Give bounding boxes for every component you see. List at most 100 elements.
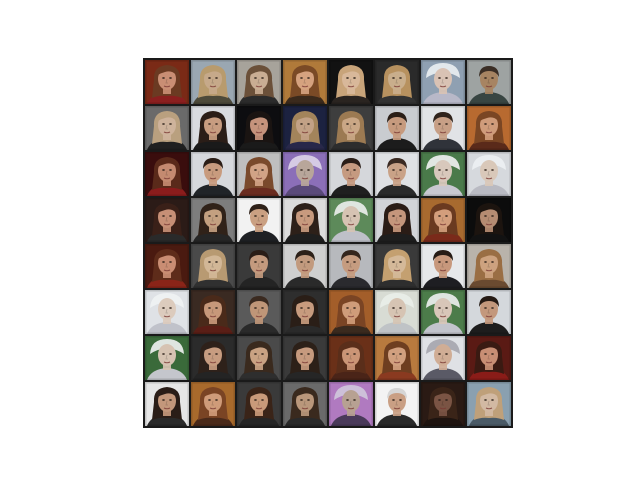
face-thumbnail: [329, 60, 373, 104]
face-sample-tile: [191, 244, 235, 288]
face-sample-tile: [283, 106, 327, 150]
face-thumbnail: [375, 244, 419, 288]
face-thumbnail: [375, 290, 419, 334]
face-sample-tile: [191, 152, 235, 196]
face-sample-tile: [329, 198, 373, 242]
face-thumbnail: [237, 198, 281, 242]
face-sample-tile: [191, 336, 235, 380]
face-thumbnail: [283, 336, 327, 380]
face-sample-tile: [421, 198, 465, 242]
face-sample-tile: [145, 60, 189, 104]
face-sample-tile: [329, 290, 373, 334]
face-sample-tile: [467, 60, 511, 104]
face-sample-tile: [191, 198, 235, 242]
face-thumbnail: [467, 198, 511, 242]
face-sample-tile: [283, 382, 327, 426]
face-sample-tile: [467, 106, 511, 150]
face-thumbnail: [283, 290, 327, 334]
face-thumbnail: [191, 336, 235, 380]
face-sample-tile: [329, 106, 373, 150]
face-thumbnail: [329, 290, 373, 334]
face-thumbnail: [237, 106, 281, 150]
face-thumbnail: [375, 382, 419, 426]
face-thumbnail: [375, 198, 419, 242]
face-thumbnail: [421, 290, 465, 334]
face-sample-tile: [421, 244, 465, 288]
face-sample-tile: [375, 382, 419, 426]
face-sample-tile: [467, 244, 511, 288]
face-thumbnail: [467, 382, 511, 426]
face-sample-tile: [191, 106, 235, 150]
face-thumbnail: [237, 60, 281, 104]
face-thumbnail: [421, 106, 465, 150]
face-thumbnail: [329, 198, 373, 242]
face-sample-tile: [467, 382, 511, 426]
face-sample-tile: [375, 244, 419, 288]
face-sample-tile: [237, 60, 281, 104]
face-thumbnail: [283, 244, 327, 288]
face-thumbnail: [467, 60, 511, 104]
face-sample-tile: [237, 198, 281, 242]
face-sample-tile: [283, 152, 327, 196]
face-thumbnail: [329, 336, 373, 380]
face-sample-tile: [237, 336, 281, 380]
face-thumbnail: [375, 106, 419, 150]
face-sample-tile: [329, 336, 373, 380]
face-thumbnail: [329, 382, 373, 426]
face-thumbnail: [329, 244, 373, 288]
face-thumbnail: [421, 60, 465, 104]
face-sample-tile: [283, 244, 327, 288]
face-sample-tile: [191, 60, 235, 104]
face-thumbnail: [191, 198, 235, 242]
face-thumbnail: [421, 152, 465, 196]
face-thumbnail: [467, 106, 511, 150]
face-sample-tile: [145, 152, 189, 196]
face-sample-tile: [421, 290, 465, 334]
face-sample-tile: [421, 336, 465, 380]
face-sample-tile: [375, 198, 419, 242]
face-thumbnail: [145, 382, 189, 426]
face-thumbnail: [467, 152, 511, 196]
face-thumbnail: [329, 106, 373, 150]
face-sample-tile: [421, 152, 465, 196]
face-thumbnail: [191, 244, 235, 288]
face-thumbnail: [375, 60, 419, 104]
face-sample-tile: [145, 198, 189, 242]
face-thumbnail: [283, 152, 327, 196]
face-sample-tile: [421, 60, 465, 104]
face-thumbnail: [145, 290, 189, 334]
face-sample-tile: [283, 336, 327, 380]
face-sample-tile: [145, 336, 189, 380]
face-thumbnail: [191, 152, 235, 196]
face-sample-tile: [329, 60, 373, 104]
face-sample-tile: [283, 198, 327, 242]
face-thumbnail: [191, 106, 235, 150]
face-thumbnail: [145, 336, 189, 380]
face-thumbnail: [237, 152, 281, 196]
face-thumbnail: [237, 244, 281, 288]
face-sample-tile: [237, 290, 281, 334]
face-sample-tile: [375, 106, 419, 150]
face-thumbnail: [467, 336, 511, 380]
face-thumbnail: [375, 152, 419, 196]
face-thumbnail: [237, 382, 281, 426]
face-thumbnail: [283, 106, 327, 150]
face-sample-tile: [145, 382, 189, 426]
face-thumbnail: [145, 152, 189, 196]
face-thumbnail: [421, 382, 465, 426]
face-sample-tile: [375, 152, 419, 196]
face-thumbnail: [375, 336, 419, 380]
face-sample-tile: [467, 336, 511, 380]
face-thumbnail: [237, 290, 281, 334]
face-thumbnail: [283, 382, 327, 426]
face-sample-tile: [375, 336, 419, 380]
face-sample-tile: [329, 382, 373, 426]
face-sample-tile: [237, 152, 281, 196]
face-sample-tile: [283, 290, 327, 334]
face-sample-tile: [191, 382, 235, 426]
face-thumbnail: [421, 198, 465, 242]
face-thumbnail: [467, 290, 511, 334]
face-sample-tile: [283, 60, 327, 104]
face-sample-tile: [329, 152, 373, 196]
